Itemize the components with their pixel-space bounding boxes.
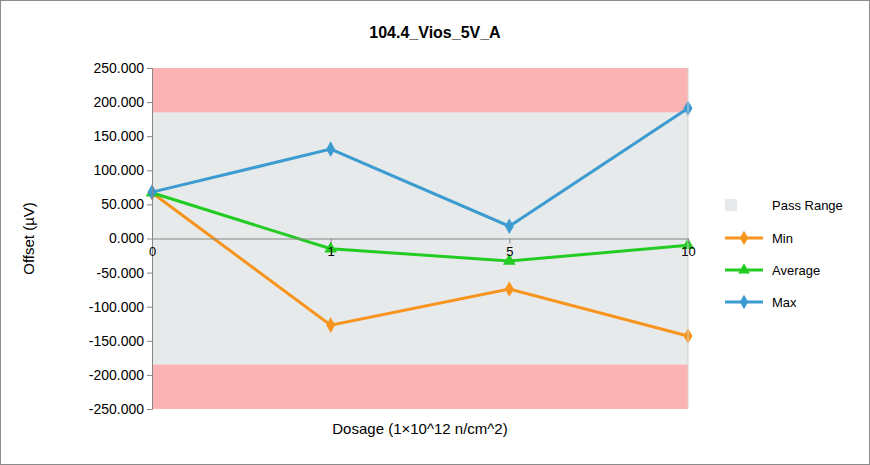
chart-border	[1, 1, 870, 465]
x-tick-label: 5	[506, 244, 513, 259]
x-tick: 0	[149, 239, 156, 259]
y-tick-mark	[147, 307, 152, 308]
legend-marker	[738, 263, 750, 273]
series-line	[152, 193, 688, 336]
legend-label: Average	[772, 263, 820, 278]
y-tick-label: 100.000	[93, 162, 144, 178]
y-tick: -200.000	[89, 367, 152, 383]
y-tick-mark	[147, 239, 152, 240]
x-tick: 5	[506, 239, 513, 259]
y-tick: 200.000	[93, 94, 152, 110]
y-tick-mark	[147, 68, 152, 69]
y-tick: -250.000	[89, 401, 152, 417]
y-tick: -100.000	[89, 299, 152, 315]
legend: Pass Range Min Average Max	[725, 198, 843, 310]
x-tick: 1	[328, 239, 335, 259]
y-tick-label: 250.000	[93, 60, 144, 76]
y-tick-mark	[147, 170, 152, 171]
y-tick-mark	[147, 102, 152, 103]
y-tick-mark	[147, 341, 152, 342]
y-tick-mark	[147, 273, 152, 274]
y-tick-label: -250.000	[89, 401, 144, 417]
legend-label: Pass Range	[772, 198, 843, 213]
pass-range-band	[152, 112, 688, 364]
legend-marker	[740, 231, 748, 245]
y-tick-label: -200.000	[89, 367, 144, 383]
y-tick: 100.000	[93, 162, 152, 178]
x-axis: 0 1 5 10	[149, 239, 696, 259]
y-tick-mark	[147, 204, 152, 205]
y-tick: -50.000	[97, 265, 152, 281]
y-axis-line	[147, 69, 153, 410]
series-marker	[326, 317, 335, 333]
y-tick-label: 0.000	[109, 230, 144, 246]
y-tick-label: 50.000	[101, 196, 144, 212]
x-tick-label: 10	[681, 244, 695, 259]
plot-background	[152, 68, 688, 409]
legend-label: Max	[772, 295, 797, 310]
legend-swatch	[725, 199, 737, 211]
legend-marker	[740, 295, 748, 309]
y-tick-mark	[147, 375, 152, 376]
series-marker	[505, 281, 514, 297]
y-tick-label: 150.000	[93, 128, 144, 144]
series-line	[152, 193, 688, 261]
y-tick-label: -150.000	[89, 333, 144, 349]
y-tick: 50.000	[101, 196, 152, 212]
y-tick-label: -100.000	[89, 299, 144, 315]
series-line	[152, 108, 688, 226]
y-tick: 250.000	[93, 60, 152, 76]
y-tick: 0.000	[109, 230, 152, 246]
x-tick-label: 0	[149, 244, 156, 259]
y-axis: -250.000 -200.000 -150.000 -100.000 -50.000 0…	[89, 60, 153, 417]
y-axis-title: Offset (µV)	[20, 202, 37, 275]
chart: -250.000-200.000-150.000-100.000-50.0000…	[0, 0, 870, 465]
x-tick-label: 1	[328, 244, 335, 259]
x-axis-title: Dosage (1×10^12 n/cm^2)	[332, 420, 507, 437]
legend-label: Min	[772, 231, 793, 246]
series-marker	[505, 218, 514, 234]
y-tick-label: -50.000	[97, 265, 145, 281]
y-tick: -150.000	[89, 333, 152, 349]
y-tick-label: 200.000	[93, 94, 144, 110]
y-tick-mark	[147, 136, 152, 137]
plot-area	[146, 100, 695, 364]
series-marker	[326, 141, 335, 157]
chart-title: 104.4_Vios_5V_A	[369, 24, 501, 41]
y-tick: 150.000	[93, 128, 152, 144]
x-tick: 10	[681, 239, 695, 259]
x-axis-line	[153, 239, 689, 244]
y-tick-mark	[147, 409, 152, 410]
